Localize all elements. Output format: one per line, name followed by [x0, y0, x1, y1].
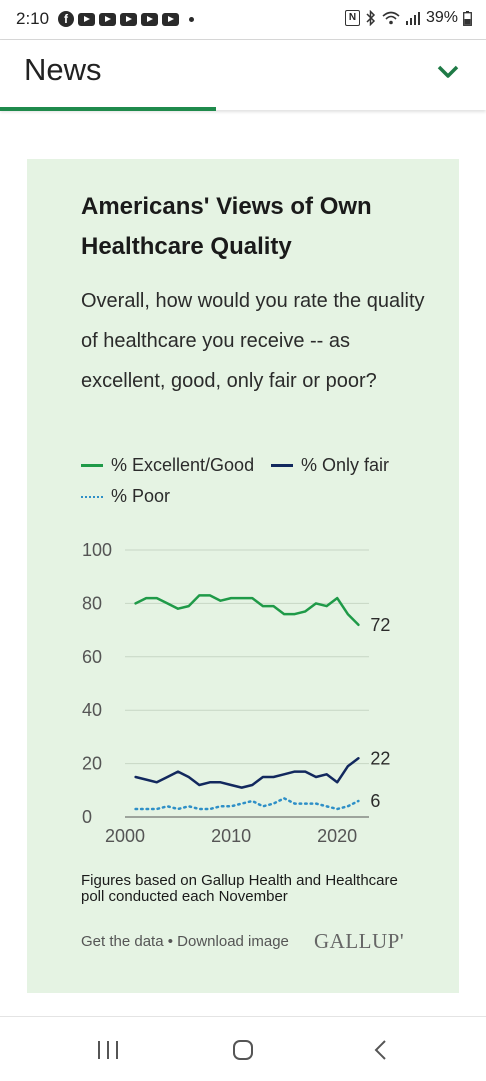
get-data-link[interactable]: Get the data: [81, 933, 164, 950]
status-bar: 2:10 f N 39%: [0, 0, 486, 40]
news-header: News: [0, 40, 486, 111]
youtube-icon: [78, 12, 95, 26]
youtube-icon: [141, 12, 158, 26]
chevron-down-icon[interactable]: [436, 64, 460, 80]
facebook-icon: f: [58, 11, 74, 27]
youtube-icon: [99, 12, 116, 26]
link-separator: •: [167, 933, 173, 950]
chart-card: Americans' Views of Own Healthcare Quali…: [27, 159, 459, 993]
end-label: 6: [370, 791, 380, 811]
y-tick-label: 80: [82, 593, 102, 613]
page-title: News: [24, 52, 102, 87]
x-tick-label: 2010: [211, 826, 251, 846]
end-label: 22: [370, 748, 390, 768]
back-button[interactable]: [360, 1035, 400, 1065]
series-line-0: [134, 594, 360, 627]
legend-swatch-poor: [81, 495, 103, 498]
bluetooth-icon: [366, 10, 376, 26]
legend-item-excellent-good: % Excellent/Good: [81, 455, 254, 476]
legend-swatch-excellent-good: [81, 464, 103, 467]
back-icon: [374, 1040, 386, 1060]
wifi-icon: [382, 11, 400, 25]
home-icon: [233, 1040, 253, 1060]
y-tick-label: 100: [82, 540, 112, 560]
line-chart: 0 20 40 60 80 100 2000 2010 2020 72 22 6: [82, 540, 390, 846]
system-icons: N 39%: [344, 9, 472, 27]
home-button[interactable]: [223, 1035, 263, 1065]
download-image-link[interactable]: Download image: [177, 933, 289, 950]
nfc-icon: N: [344, 10, 360, 26]
legend-label: % Only fair: [301, 455, 390, 475]
x-tick-label: 2020: [317, 826, 357, 846]
youtube-icon: [120, 12, 137, 26]
legend-item-only-fair: % Only fair: [271, 455, 389, 476]
end-label: 72: [370, 615, 390, 635]
series-line-1: [134, 757, 360, 789]
system-navigation-bar: [0, 1016, 486, 1081]
status-time: 2:10: [16, 9, 50, 28]
chart-note: Figures based on Gallup Health and Healt…: [81, 872, 398, 905]
reading-progress-bar: [0, 107, 216, 111]
chart-subtitle: Overall, how would you rate the quality …: [81, 290, 425, 392]
battery-percent: 39%: [425, 9, 458, 26]
y-tick-label: 0: [82, 807, 92, 827]
series-line-2: [134, 797, 360, 811]
signal-icon: [405, 12, 420, 25]
dot-icon: [189, 16, 194, 22]
legend-label: % Poor: [111, 486, 171, 506]
recent-apps-button[interactable]: [88, 1035, 128, 1065]
footer-links: Get the data • Download image: [81, 933, 289, 950]
notification-icons: f: [58, 11, 194, 27]
legend-swatch-only-fair: [271, 464, 293, 467]
y-tick-label: 20: [82, 754, 102, 774]
battery-icon: [463, 10, 472, 26]
chart-title: Americans' Views of Own Healthcare Quali…: [81, 193, 372, 260]
gallup-logo: GALLUP': [314, 929, 405, 953]
y-tick-label: 60: [82, 647, 102, 667]
x-tick-label: 2000: [105, 826, 145, 846]
y-tick-label: 40: [82, 700, 102, 720]
legend-item-poor: % Poor: [81, 486, 170, 507]
youtube-icon: [162, 12, 179, 26]
legend-label: % Excellent/Good: [111, 455, 255, 475]
recent-apps-icon: [98, 1041, 118, 1059]
